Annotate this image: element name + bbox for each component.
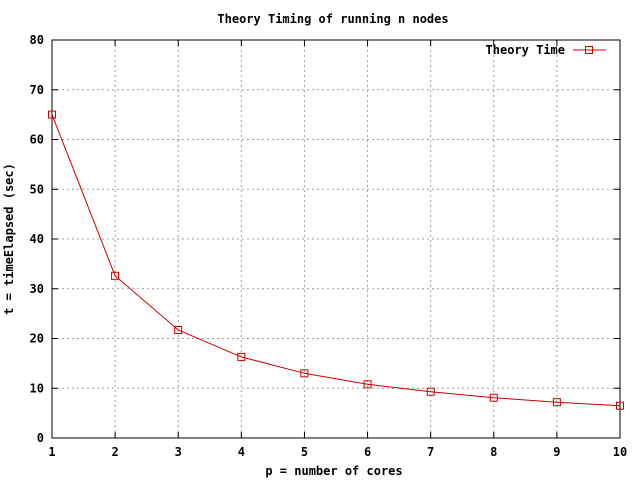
x-tick-label: 7	[427, 445, 434, 459]
data-point-marker	[426, 387, 435, 396]
y-tick-label: 50	[30, 182, 44, 196]
series-theory-time	[48, 110, 624, 410]
x-tick-label: 9	[553, 445, 560, 459]
data-point-marker	[174, 326, 183, 334]
x-axis-label: p = number of cores	[265, 464, 402, 478]
data-point-marker	[616, 401, 624, 410]
y-tick-label: 80	[30, 33, 44, 47]
x-tick-label: 4	[238, 445, 245, 459]
legend: Theory Time	[486, 43, 606, 57]
data-point-marker	[552, 398, 561, 407]
x-tick-label: 2	[111, 445, 118, 459]
x-tick-label: 5	[301, 445, 308, 459]
x-tick-label: 1	[48, 445, 55, 459]
grid	[52, 40, 620, 438]
y-tick-label: 60	[30, 133, 44, 147]
x-tick-label: 6	[364, 445, 371, 459]
y-axis-label: t = timeElapsed (sec)	[2, 163, 16, 315]
y-tick-label: 70	[30, 83, 44, 97]
legend-label: Theory Time	[486, 43, 565, 57]
y-axis-ticks: 0 10 20 30 40 50 60 70 80	[30, 33, 620, 445]
x-axis-ticks: 1 2 3 4 5 6 7 8 9 10	[48, 40, 627, 459]
data-point-marker	[363, 380, 372, 389]
x-tick-label: 3	[175, 445, 182, 459]
data-point-marker	[48, 110, 56, 119]
y-tick-label: 30	[30, 282, 44, 296]
chart-title: Theory Timing of running n nodes	[217, 12, 448, 26]
y-tick-label: 40	[30, 232, 44, 246]
y-tick-label: 10	[30, 381, 44, 395]
series-line	[51, 114, 621, 407]
data-point-marker	[111, 271, 120, 280]
x-tick-label: 10	[613, 445, 627, 459]
x-tick-label: 8	[490, 445, 497, 459]
y-tick-label: 0	[37, 431, 44, 445]
legend-marker	[585, 46, 593, 54]
data-point-marker	[237, 352, 246, 361]
data-point-marker	[489, 393, 498, 402]
data-point-marker	[300, 369, 309, 378]
y-tick-label: 20	[30, 332, 44, 346]
